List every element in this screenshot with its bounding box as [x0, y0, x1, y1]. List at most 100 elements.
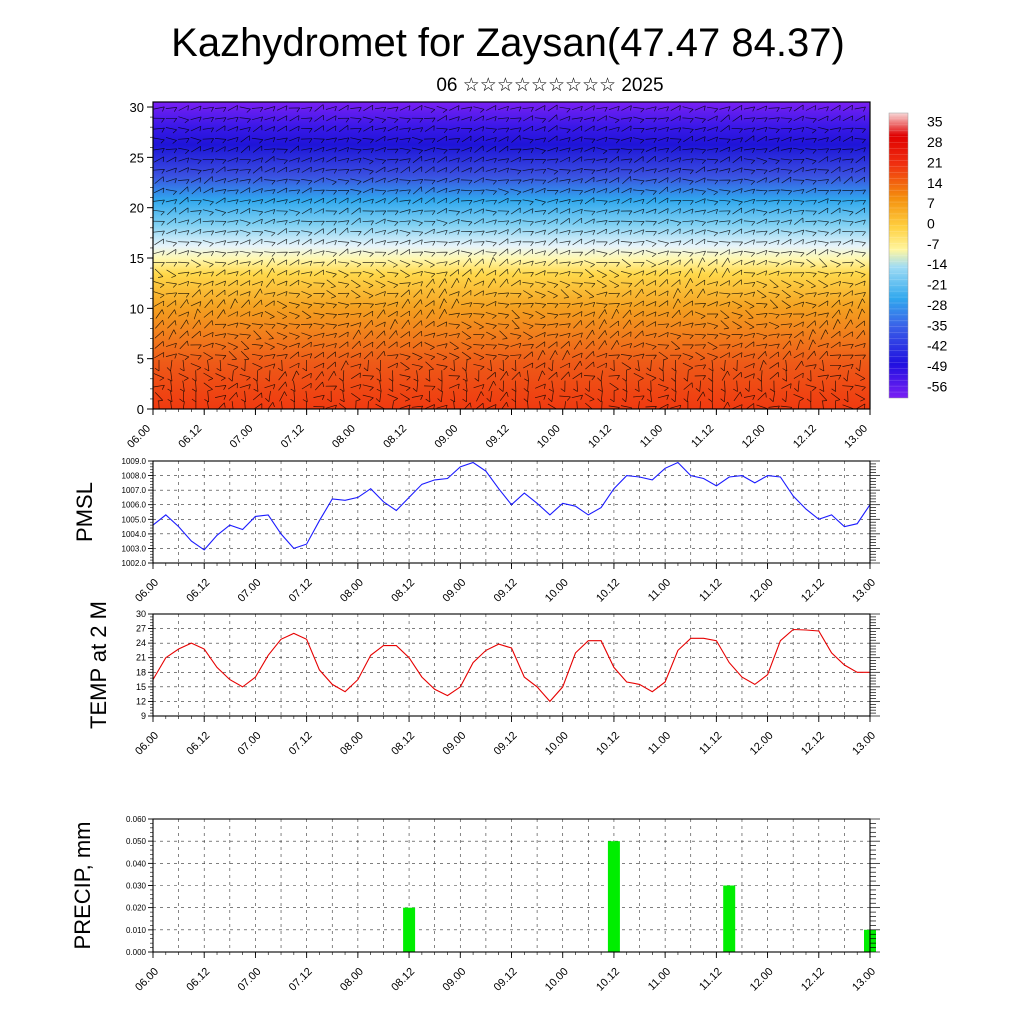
colorbar-label: -21: [927, 277, 947, 293]
temp-y-label: TEMP at 2 M: [86, 601, 111, 729]
precip-bar: [723, 886, 735, 953]
x-tick-label: 12.12: [799, 966, 827, 994]
x-tick-label: 10.00: [543, 966, 571, 994]
x-tick-label: 08.12: [389, 730, 417, 758]
colorbar: 35 28 21 14 7 0 -7 -14 -21 -28 -35 -42 -49 -56: [889, 113, 947, 398]
cs-y-tick-label: 10: [130, 301, 144, 316]
cs-x-tick-label: 12.00: [740, 423, 768, 451]
y-tick-label: 1006.0: [122, 501, 147, 510]
x-tick-label: 12.12: [799, 730, 827, 758]
y-tick-label: 0.060: [126, 815, 147, 824]
pmsl-y-label: PMSL: [72, 482, 97, 542]
colorbar-label: -56: [927, 378, 947, 394]
x-tick-label: 09.00: [440, 577, 468, 605]
x-tick-label: 08.00: [338, 730, 366, 758]
x-tick-label: 13.00: [850, 966, 878, 994]
x-tick-label: 10.00: [543, 577, 571, 605]
x-tick-label: 10.12: [594, 577, 622, 605]
cs-x-tick-label: 11.12: [689, 423, 716, 450]
y-tick-label: 0.040: [126, 859, 147, 868]
x-tick-label: 08.12: [389, 966, 417, 994]
x-tick-label: 07.00: [236, 577, 264, 605]
colorbar-label: -28: [927, 297, 947, 313]
y-tick-label: 30: [136, 609, 146, 619]
x-tick-label: 11.00: [646, 577, 673, 604]
y-tick-label: 27: [136, 624, 146, 634]
y-tick-label: 1002.0: [122, 559, 147, 568]
x-tick-label: 09.12: [492, 966, 520, 994]
x-tick-label: 07.12: [287, 966, 315, 994]
precip-bar: [403, 908, 415, 952]
y-tick-label: 0.000: [126, 948, 147, 957]
x-tick-label: 08.12: [389, 577, 417, 605]
cs-y-tick-label: 20: [130, 201, 144, 216]
cs-x-tick-label: 06.12: [176, 423, 204, 451]
chart-subtitle: 06 ☆☆☆☆☆☆☆☆☆ 2025: [436, 75, 663, 96]
colorbar-label: -35: [927, 317, 947, 333]
y-tick-label: 0.050: [126, 837, 147, 846]
cs-y-tick-label: 0: [137, 402, 144, 417]
y-tick-label: 15: [136, 682, 146, 692]
x-tick-label: 10.12: [594, 966, 622, 994]
x-tick-label: 11.12: [697, 966, 724, 993]
cs-y-tick-label: 5: [137, 352, 144, 367]
x-tick-label: 09.12: [492, 730, 520, 758]
colorbar-label: -49: [927, 358, 947, 374]
y-tick-label: 1003.0: [122, 544, 147, 553]
x-tick-label: 11.00: [646, 730, 673, 757]
colorbar-label: 7: [927, 195, 935, 211]
colorbar-labels: 35 28 21 14 7 0 -7 -14 -21 -28 -35 -42 -49 -56: [927, 114, 947, 395]
cs-x-tick-label: 10.00: [535, 423, 563, 451]
colorbar-label: 14: [927, 175, 943, 191]
x-tick-label: 12.00: [748, 966, 776, 994]
x-tick-label: 11.12: [697, 730, 724, 757]
cs-x-tick-label: 08.00: [330, 423, 358, 451]
x-tick-label: 08.00: [338, 966, 366, 994]
y-tick-label: 24: [136, 638, 146, 648]
x-tick-label: 10.00: [543, 730, 571, 758]
y-tick-label: 0.030: [126, 882, 147, 891]
colorbar-label: 28: [927, 134, 943, 150]
precip-y-label: PRECIP, mm: [70, 822, 95, 950]
x-tick-label: 12.00: [748, 730, 776, 758]
y-tick-label: 9: [141, 711, 146, 721]
colorbar-label: -14: [927, 256, 947, 272]
colorbar-label: -42: [927, 338, 947, 354]
chart-title: Kazhydromet for Zaysan(47.47 84.37): [171, 21, 845, 65]
x-tick-label: 06.12: [184, 577, 212, 605]
y-tick-label: 1005.0: [122, 515, 147, 524]
cs-y-tick-label: 25: [130, 150, 144, 165]
cs-x-tick-label: 07.00: [228, 423, 256, 451]
cs-x-tick-label: 10.12: [586, 423, 614, 451]
cs-x-tick-label: 11.00: [638, 423, 665, 450]
x-tick-label: 06.12: [184, 730, 212, 758]
colorbar-label: -7: [927, 236, 940, 252]
y-tick-label: 1004.0: [122, 530, 147, 539]
y-tick-label: 1007.0: [122, 486, 147, 495]
colorbar-label: 21: [927, 154, 943, 170]
precip-bar: [608, 841, 620, 952]
pmsl-panel: 1002.01003.01004.01005.01006.01007.01008…: [72, 457, 880, 605]
x-tick-label: 06.12: [184, 966, 212, 994]
x-tick-label: 12.12: [799, 577, 827, 605]
cs-x-tick-label: 09.12: [484, 423, 512, 451]
x-tick-label: 10.12: [594, 730, 622, 758]
cs-x-tick-label: 07.12: [279, 423, 307, 451]
y-tick-label: 21: [136, 653, 146, 663]
cs-x-tick-label: 08.12: [381, 423, 409, 451]
cs-x-tick-label: 09.00: [432, 423, 460, 451]
x-tick-label: 12.00: [748, 577, 776, 605]
x-tick-label: 07.12: [287, 577, 315, 605]
colorbar-label: 35: [927, 114, 943, 130]
x-tick-label: 09.12: [492, 577, 520, 605]
y-tick-label: 12: [136, 696, 146, 706]
colorbar-label: 0: [927, 216, 935, 232]
x-tick-label: 07.12: [287, 730, 315, 758]
x-tick-label: 07.00: [236, 730, 264, 758]
